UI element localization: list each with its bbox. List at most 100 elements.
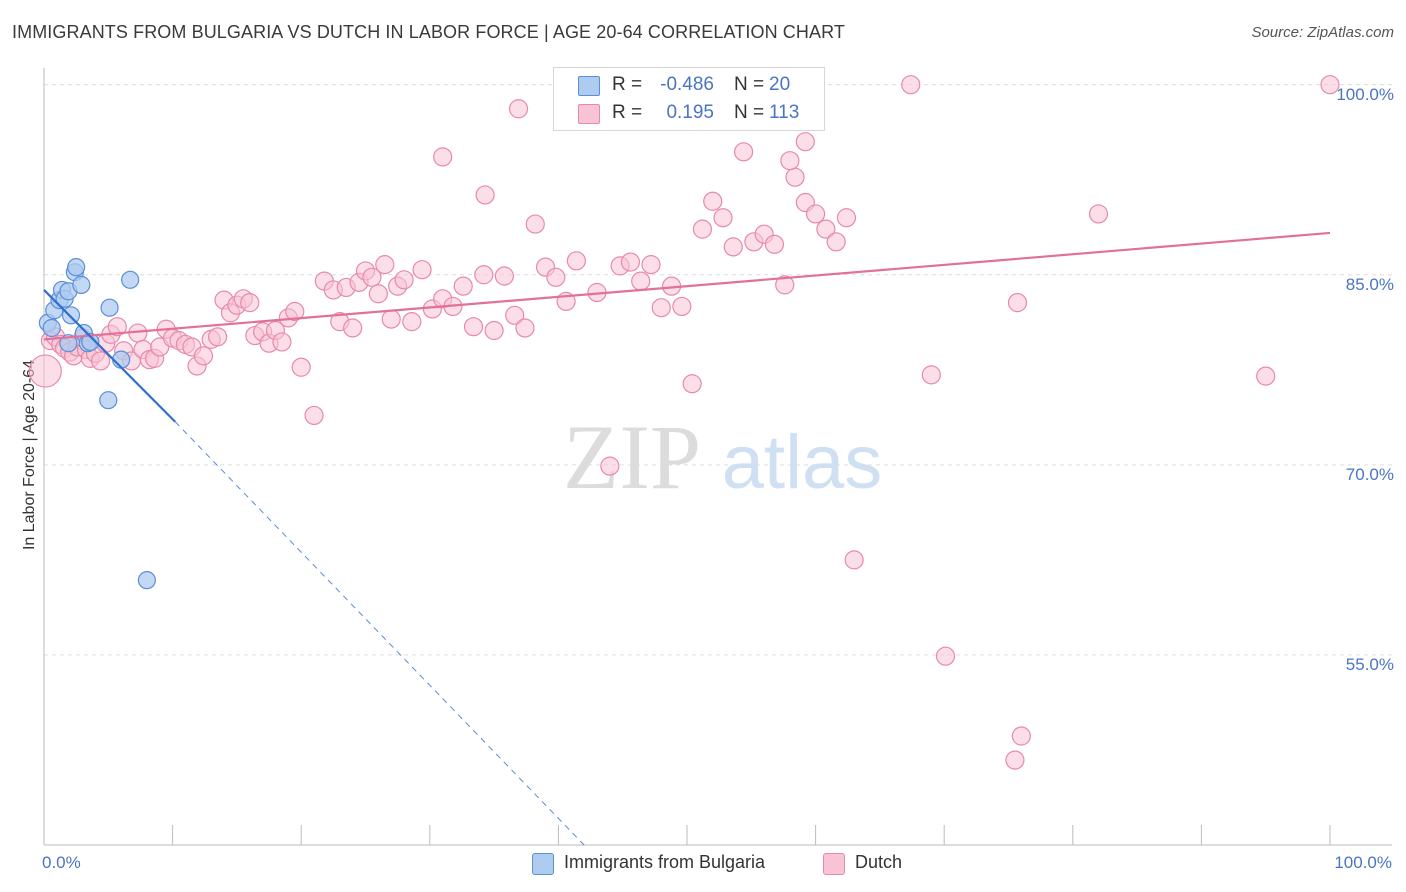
dutch-point <box>600 456 620 476</box>
dutch-point <box>921 365 941 385</box>
dutch-point <box>775 275 795 295</box>
dutch-point <box>90 351 111 371</box>
dutch-point <box>208 327 228 347</box>
dutch-point <box>508 99 529 119</box>
dutch-point <box>28 354 62 388</box>
bulgaria-point <box>112 350 131 369</box>
dutch-point <box>713 208 733 228</box>
dutch-point <box>343 318 363 338</box>
dutch-point <box>368 284 388 304</box>
dutch-point <box>375 255 395 275</box>
r-label: R = <box>612 102 643 123</box>
dutch-point <box>475 185 495 205</box>
trend-lines <box>43 231 1331 846</box>
dutch-point <box>484 320 504 341</box>
dutch-point <box>1007 293 1028 313</box>
bulgaria-point <box>137 571 156 590</box>
grid-lines <box>44 84 1392 656</box>
dutch-point <box>692 219 713 239</box>
dutch-point <box>816 219 836 239</box>
x-tick-label-1: 100.0% <box>1334 853 1392 872</box>
dutch-point <box>474 265 494 285</box>
bulgaria-series <box>38 258 156 590</box>
dutch-point <box>703 191 723 211</box>
r-value: 0.195 <box>666 102 714 123</box>
dutch-point <box>381 309 401 329</box>
dutch-point <box>805 204 826 224</box>
dutch-point <box>546 267 566 287</box>
dutch-point <box>453 276 473 296</box>
r-value: -0.486 <box>660 74 714 95</box>
dutch-point <box>362 267 382 287</box>
dutch-point <box>1088 204 1109 224</box>
bulgaria-legend-swatch <box>532 853 554 875</box>
y-tick-label-0: 100.0% <box>1336 84 1394 104</box>
bulgaria-point <box>61 306 81 325</box>
source-label: Source: ZipAtlas.com <box>1251 24 1394 41</box>
bulgaria-swatch <box>578 76 600 96</box>
stats-row-bulgaria: R = -0.486 N = 20 <box>554 72 824 100</box>
stats-box: R = -0.486 N = 20 R = 0.195 N = 113 <box>553 67 825 131</box>
dutch-point <box>193 346 214 366</box>
dutch-legend-swatch <box>823 853 845 875</box>
legend: Immigrants from Bulgaria Dutch <box>0 852 1406 878</box>
dutch-point <box>1256 366 1276 386</box>
n-value: 20 <box>769 74 791 95</box>
bulgaria-trend-line <box>43 289 176 423</box>
dutch-point <box>764 234 785 254</box>
dutch-point <box>631 271 651 291</box>
n-label: N = <box>734 102 765 123</box>
dutch-point <box>272 332 292 352</box>
r-label: R = <box>612 74 643 95</box>
dutch-point <box>836 208 857 228</box>
dutch-point <box>620 252 641 272</box>
dutch-series <box>28 75 1340 770</box>
bulgaria-point <box>81 332 100 352</box>
legend-label: Immigrants from Bulgaria <box>564 852 766 872</box>
y-tick-label-2: 70.0% <box>1345 464 1394 484</box>
legend-label: Dutch <box>855 852 903 872</box>
dutch-point <box>1011 726 1031 746</box>
bulgaria-point <box>72 275 91 294</box>
dutch-point <box>795 132 815 152</box>
dutch-point <box>494 266 514 286</box>
dutch-point <box>402 312 422 332</box>
bulgaria-trend-extension <box>174 421 585 846</box>
dutch-point <box>463 317 484 337</box>
bulgaria-point <box>100 298 119 317</box>
bulgaria-point <box>121 270 140 289</box>
dutch-point <box>785 167 805 187</box>
dutch-point <box>433 147 453 167</box>
dutch-point <box>733 142 754 162</box>
dutch-point <box>394 270 414 290</box>
dutch-point <box>641 255 661 275</box>
chart-title: IMMIGRANTS FROM BULGARIA VS DUTCH IN LAB… <box>12 22 845 42</box>
dutch-point <box>935 646 956 666</box>
dutch-point <box>412 260 432 280</box>
dutch-point <box>672 296 692 317</box>
dutch-point <box>291 357 311 377</box>
dutch-point <box>651 298 671 318</box>
dutch-point <box>107 317 127 337</box>
dutch-point <box>901 75 921 95</box>
dutch-point <box>285 301 305 322</box>
stats-row-dutch: R = 0.195 N = 113 <box>554 100 824 128</box>
dutch-point <box>515 318 535 338</box>
dutch-swatch <box>578 104 600 124</box>
dutch-point <box>844 550 864 570</box>
dutch-point <box>1320 75 1340 95</box>
bulgaria-point <box>99 391 118 410</box>
axes <box>43 68 1392 846</box>
dutch-point <box>1005 750 1025 770</box>
dutch-point <box>505 305 525 325</box>
dutch-point <box>723 237 743 257</box>
x-tick-label-0: 0.0% <box>42 853 81 872</box>
dutch-point <box>780 151 800 171</box>
n-label: N = <box>734 74 765 95</box>
n-value: 113 <box>769 102 800 123</box>
dutch-point <box>304 405 324 426</box>
dutch-point <box>566 251 587 271</box>
dutch-trend-line <box>43 231 1331 341</box>
watermark: ZIP atlas <box>563 406 882 508</box>
y-tick-label-3: 55.0% <box>1345 654 1394 674</box>
